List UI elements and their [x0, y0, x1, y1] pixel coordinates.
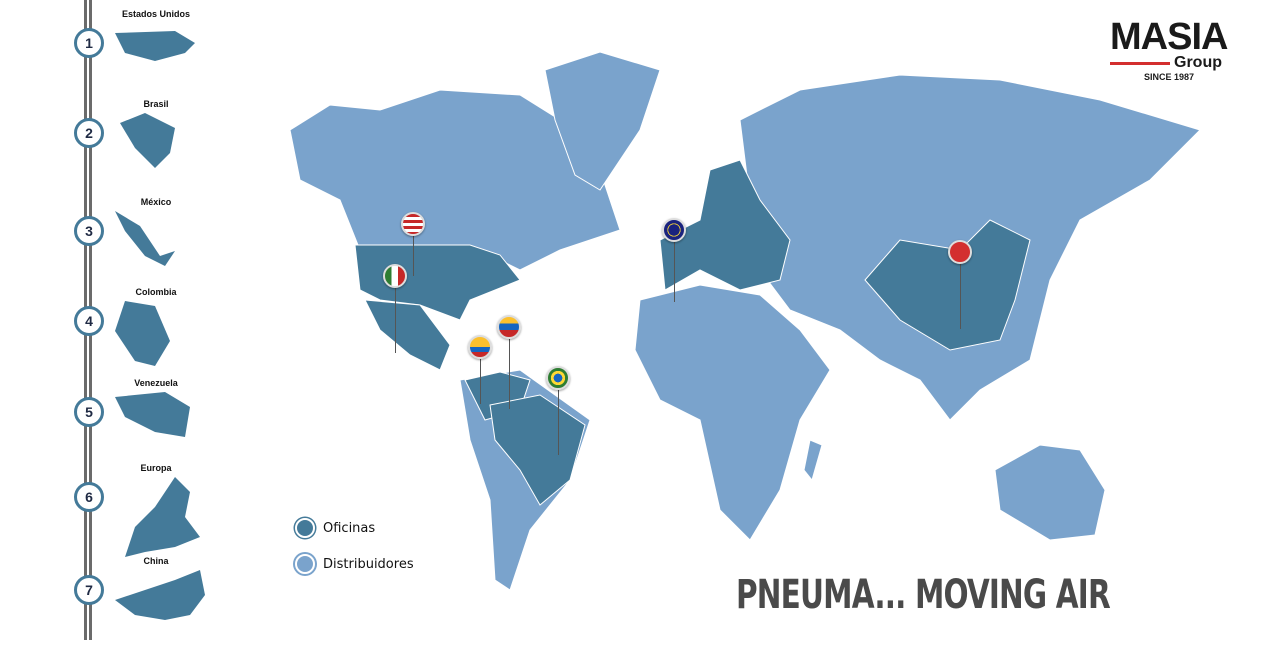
step-4: 4	[74, 306, 104, 336]
legend-distributor-label: Distribuidores	[323, 556, 414, 572]
pin-stem	[558, 390, 559, 455]
europe-office-region	[659, 159, 791, 291]
logo-name: MASIA	[1110, 16, 1228, 58]
country-label: Estados Unidos	[121, 9, 190, 19]
pin-stem	[413, 236, 414, 276]
country-silhouette	[125, 477, 200, 557]
greenland-region	[544, 51, 661, 191]
office-swatch	[295, 518, 315, 538]
brazil-office-region	[489, 394, 586, 506]
legend-office: Oficinas	[295, 518, 375, 538]
country-label: China	[143, 556, 169, 566]
step-6: 6	[74, 482, 104, 512]
step-3: 3	[74, 216, 104, 246]
brazil-flag-icon[interactable]	[546, 366, 570, 390]
country-silhouette	[120, 113, 175, 168]
masia-logo: MASIA Group SINCE 1987	[1110, 16, 1245, 82]
country-label: Venezuela	[134, 378, 178, 388]
north-america-region	[289, 89, 621, 271]
usa-flag-icon[interactable]	[401, 212, 425, 236]
step-1: 1	[74, 28, 104, 58]
step-7: 7	[74, 575, 104, 605]
step-2: 2	[74, 118, 104, 148]
pin-stem	[395, 288, 396, 353]
country-label: México	[140, 197, 172, 207]
pin-stem	[509, 339, 510, 409]
country-silhouette	[115, 301, 170, 366]
madagascar-region	[803, 439, 823, 482]
pin-stem	[960, 264, 961, 329]
africa-region	[634, 284, 831, 541]
eu-flag-icon[interactable]	[662, 218, 686, 242]
world-map	[289, 51, 1201, 591]
legend-office-label: Oficinas	[323, 520, 376, 536]
country-label: Europa	[140, 463, 172, 473]
logo-since: SINCE 1987	[1144, 72, 1195, 82]
mexico-flag-icon[interactable]	[383, 264, 407, 288]
mexico-office-region	[364, 299, 451, 371]
logo-sub: Group	[1174, 54, 1222, 71]
country-silhouette	[115, 570, 205, 620]
australia-region	[994, 444, 1106, 541]
legend-distributor: Distribuidores	[295, 554, 414, 574]
pin-stem	[674, 242, 675, 302]
venezuela-flag-icon[interactable]	[497, 315, 521, 339]
country-label: Brasil	[143, 99, 169, 109]
country-silhouette	[115, 392, 190, 437]
country-silhouette	[115, 31, 195, 61]
colombia-flag-icon[interactable]	[468, 335, 492, 359]
pin-stem	[480, 359, 481, 404]
distributor-swatch	[295, 554, 315, 574]
country-label: Colombia	[135, 287, 177, 297]
step-5: 5	[74, 397, 104, 427]
slogan: PNEUMA... MOVING AIR	[736, 572, 1111, 618]
china-flag-icon[interactable]	[948, 240, 972, 264]
usa-office-region	[354, 244, 521, 321]
logo-red-bar	[1110, 61, 1170, 65]
china-office-region	[864, 219, 1031, 351]
country-silhouette	[115, 211, 175, 266]
